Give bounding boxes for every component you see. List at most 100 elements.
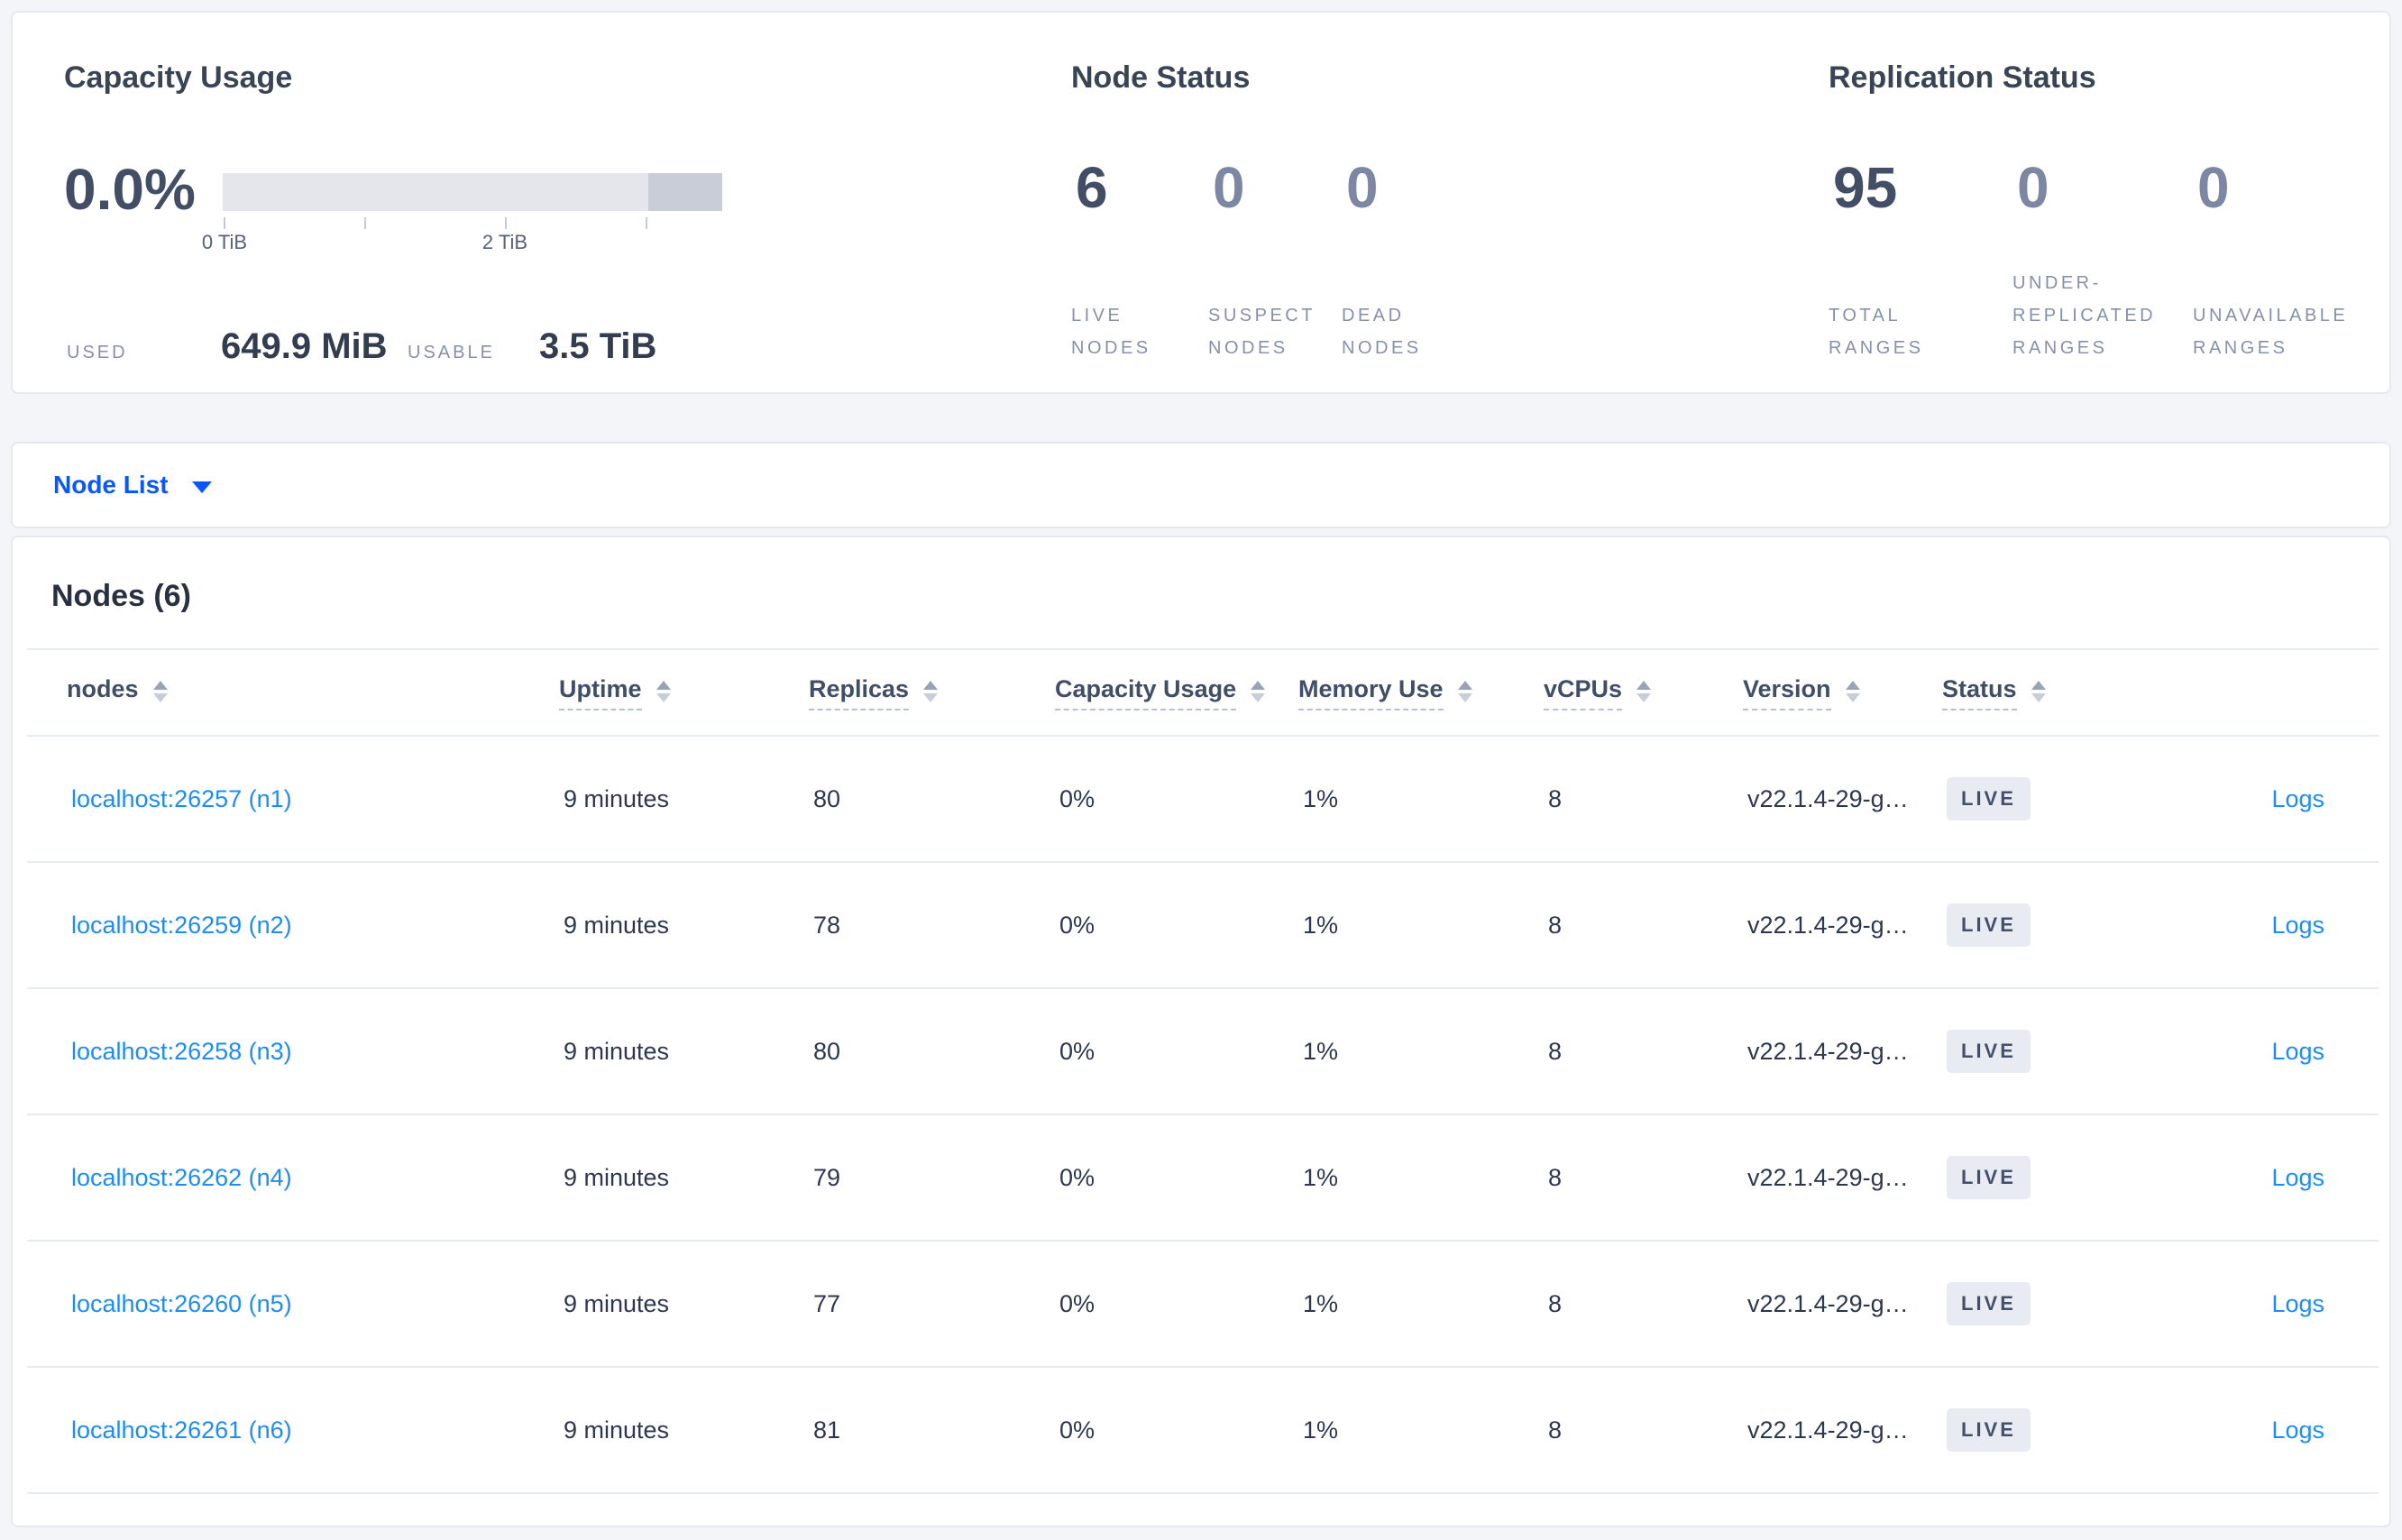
- node-link[interactable]: localhost:26261 (n6): [71, 1416, 292, 1444]
- column-header-memory[interactable]: Memory Use: [1298, 649, 1544, 737]
- cell-logs: Logs: [2159, 736, 2379, 863]
- column-header-replicas[interactable]: Replicas: [809, 649, 1055, 737]
- used-label: USED: [67, 343, 128, 362]
- cell-memory: 1%: [1298, 736, 1544, 863]
- table-row: localhost:26261 (n6) 9 minutes 81 0% 1% 8 v22.…: [27, 1367, 2379, 1494]
- column-header-node[interactable]: nodes: [27, 649, 559, 737]
- cell-uptime: 9 minutes: [559, 862, 809, 989]
- cell-uptime: 9 minutes: [559, 736, 809, 863]
- node-link[interactable]: localhost:26258 (n3): [71, 1037, 292, 1065]
- cell-status: LIVE: [1942, 1241, 2159, 1368]
- cell-capacity: 0%: [1055, 1114, 1298, 1242]
- cell-replicas: 80: [809, 988, 1055, 1115]
- column-header-capacity[interactable]: Capacity Usage: [1055, 649, 1298, 737]
- column-header-uptime[interactable]: Uptime: [559, 649, 809, 737]
- column-header-version[interactable]: Version: [1743, 649, 1942, 737]
- replication-status-panel: Replication Status 95 TOTAL RANGES 0 UNDER-…: [1829, 13, 2388, 392]
- used-value: 649.9 MiB: [221, 326, 388, 366]
- cell-memory: 1%: [1298, 988, 1544, 1115]
- usable-value: 3.5 TiB: [539, 326, 657, 366]
- column-label: Memory Use: [1298, 675, 1444, 710]
- cell-capacity: 0%: [1055, 862, 1298, 989]
- axis-tick: [505, 217, 507, 229]
- cell-node: localhost:26262 (n4): [27, 1114, 559, 1242]
- logs-link[interactable]: Logs: [2271, 911, 2324, 939]
- summary-stat: 0 SUSPECT NODES: [1208, 155, 1312, 364]
- sort-icon: [2031, 681, 2046, 702]
- table-row: localhost:26258 (n3) 9 minutes 80 0% 1% 8 v22.…: [27, 988, 2379, 1115]
- column-header-vcpus[interactable]: vCPUs: [1544, 649, 1743, 737]
- column-header-logs: [2159, 649, 2379, 737]
- column-label: Status: [1942, 675, 2017, 710]
- node-list-dropdown-label: Node List: [53, 471, 169, 499]
- cell-capacity: 0%: [1055, 988, 1298, 1115]
- cell-node: localhost:26260 (n5): [27, 1241, 559, 1368]
- cell-node: localhost:26257 (n1): [27, 736, 559, 863]
- axis-tick: [224, 217, 225, 229]
- cell-memory: 1%: [1298, 1114, 1544, 1242]
- node-status-stats: 6 LIVE NODES 0 SUSPECT NODES 0 DEAD NODES: [1071, 157, 1720, 364]
- cell-uptime: 9 minutes: [559, 988, 809, 1115]
- cell-replicas: 78: [809, 862, 1055, 989]
- stat-label: UNDER- REPLICATED RANGES: [2012, 273, 2157, 358]
- logs-link[interactable]: Logs: [2271, 1163, 2324, 1191]
- summary-stat: 0 UNAVAILABLE RANGES: [2193, 155, 2345, 364]
- axis-tick: [646, 217, 647, 229]
- cluster-summary-card: Capacity Usage 0.0% 0 TiB 2 TiB USED 649…: [11, 11, 2391, 394]
- node-link[interactable]: localhost:26262 (n4): [71, 1163, 292, 1191]
- sort-icon: [1636, 681, 1652, 702]
- cell-replicas: 80: [809, 736, 1055, 863]
- cell-memory: 1%: [1298, 1367, 1544, 1494]
- node-link[interactable]: localhost:26259 (n2): [71, 911, 292, 939]
- cell-uptime: 9 minutes: [559, 1367, 809, 1494]
- sort-icon: [1457, 681, 1472, 702]
- axis-tick-label: 0 TiB: [201, 231, 248, 253]
- column-label: Uptime: [559, 675, 642, 710]
- stat-label: LIVE NODES: [1071, 306, 1151, 358]
- capacity-bar-reserved-segment: [648, 173, 722, 211]
- stat-value: 0: [2017, 155, 2049, 220]
- sort-icon: [1845, 681, 1860, 702]
- status-badge: LIVE: [1947, 1282, 2031, 1325]
- column-label: Replicas: [809, 675, 910, 710]
- stat-label: TOTAL RANGES: [1829, 306, 1924, 358]
- cell-replicas: 77: [809, 1241, 1055, 1368]
- column-label: Capacity Usage: [1055, 675, 1237, 710]
- view-selector-bar: Node List: [11, 442, 2391, 528]
- cell-node: localhost:26261 (n6): [27, 1367, 559, 1494]
- status-badge: LIVE: [1947, 1030, 2031, 1073]
- stat-label: UNAVAILABLE RANGES: [2193, 306, 2349, 358]
- cell-replicas: 81: [809, 1367, 1055, 1494]
- stat-value: 6: [1076, 155, 1108, 220]
- status-badge: LIVE: [1947, 777, 2031, 820]
- cell-version: v22.1.4-29-g…: [1743, 1114, 1942, 1242]
- logs-link[interactable]: Logs: [2271, 1037, 2324, 1065]
- nodes-table-title: Nodes (6): [51, 579, 191, 613]
- stat-value: 0: [2197, 155, 2230, 220]
- cell-capacity: 0%: [1055, 1241, 1298, 1368]
- nodes-table-card: Nodes (6) nodes Uptime Replicas Capacity Us…: [11, 536, 2391, 1527]
- logs-link[interactable]: Logs: [2271, 1289, 2324, 1317]
- cell-vcpus: 8: [1544, 988, 1743, 1115]
- node-list-dropdown[interactable]: Node List: [53, 444, 212, 527]
- cell-vcpus: 8: [1544, 1241, 1743, 1368]
- cell-logs: Logs: [2159, 1367, 2379, 1494]
- status-badge: LIVE: [1947, 1408, 2031, 1452]
- logs-link[interactable]: Logs: [2271, 1416, 2324, 1444]
- summary-stat: 95 TOTAL RANGES: [1829, 157, 1921, 364]
- usable-label: USABLE: [408, 343, 495, 362]
- cell-vcpus: 8: [1544, 862, 1743, 989]
- node-link[interactable]: localhost:26260 (n5): [71, 1289, 292, 1317]
- sort-icon: [656, 681, 671, 702]
- cell-logs: Logs: [2159, 988, 2379, 1115]
- cell-version: v22.1.4-29-g…: [1743, 736, 1942, 863]
- stat-label: DEAD NODES: [1342, 306, 1422, 358]
- node-link[interactable]: localhost:26257 (n1): [71, 784, 292, 812]
- cell-vcpus: 8: [1544, 1114, 1743, 1242]
- stat-value: 0: [1213, 155, 1245, 220]
- status-badge: LIVE: [1947, 903, 2031, 947]
- status-badge: LIVE: [1947, 1156, 2031, 1199]
- logs-link[interactable]: Logs: [2271, 784, 2324, 812]
- node-status-title: Node Status: [1071, 60, 1251, 95]
- column-header-status[interactable]: Status: [1942, 649, 2159, 737]
